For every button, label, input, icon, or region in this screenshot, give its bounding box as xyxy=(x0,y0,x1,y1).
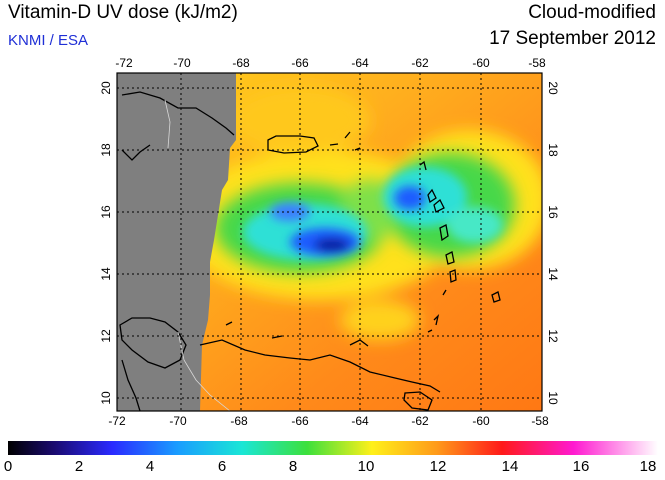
map-frame xyxy=(116,72,543,412)
lake-maracaibo-coast xyxy=(121,359,141,411)
lat-tick-label: 14 xyxy=(546,267,560,281)
credit-label: KNMI / ESA xyxy=(8,32,89,49)
lat-ticks-left: 20 18 16 14 12 10 xyxy=(99,81,113,405)
lat-tick-label: 16 xyxy=(546,205,560,219)
lon-tick-label: -58 xyxy=(531,414,549,428)
scale-label: 8 xyxy=(288,458,298,475)
dose-field xyxy=(117,73,542,411)
lat-tick-label: 10 xyxy=(99,391,113,405)
cloud-core-region xyxy=(270,186,426,256)
lat-tick-label: 12 xyxy=(99,329,113,343)
hispaniola-coast xyxy=(121,91,235,136)
lon-tick-label: -58 xyxy=(528,56,546,70)
lon-tick-label: -64 xyxy=(351,414,369,428)
lat-ticks-right: 20 18 16 14 12 10 xyxy=(546,81,560,405)
lat-tick-label: 20 xyxy=(546,81,560,95)
lon-tick-label: -60 xyxy=(472,414,490,428)
lon-tick-label: -66 xyxy=(291,414,309,428)
gulf-coast xyxy=(119,317,187,369)
trinidad-coast xyxy=(403,391,433,411)
lat-tick-label: 20 xyxy=(99,81,113,95)
guadeloupe-dominica-coast xyxy=(433,198,449,242)
scale-label: 16 xyxy=(572,458,590,475)
country-border xyxy=(177,331,231,411)
leeward-islands-coast xyxy=(419,160,437,204)
grenadines-coast xyxy=(427,289,447,333)
scale-label: 12 xyxy=(429,458,447,475)
lat-tick-label: 12 xyxy=(546,329,560,343)
borders xyxy=(164,99,231,411)
lon-tick-label: -62 xyxy=(411,414,429,428)
hispaniola-south-coast xyxy=(121,144,151,161)
scale-label: 2 xyxy=(74,458,84,475)
lon-tick-label: -60 xyxy=(472,56,490,70)
lon-tick-label: -66 xyxy=(291,56,309,70)
venezuela-coast xyxy=(199,339,441,393)
scale-label: 6 xyxy=(217,458,227,475)
no-data-region xyxy=(117,73,236,411)
lon-tick-label: -64 xyxy=(351,56,369,70)
lat-tick-label: 16 xyxy=(99,205,113,219)
haiti-dr-border xyxy=(164,99,171,149)
map-date: 17 September 2012 xyxy=(489,28,656,49)
lat-tick-label: 18 xyxy=(546,143,560,157)
lat-tick-label: 18 xyxy=(99,143,113,157)
map-title: Vitamin-D UV dose (kJ/m2) xyxy=(8,2,238,23)
scale-label: 10 xyxy=(357,458,375,475)
color-scale-bar xyxy=(8,441,658,455)
virgin-islands-coast xyxy=(329,131,361,151)
coastlines xyxy=(119,91,501,411)
lon-tick-label: -68 xyxy=(230,414,248,428)
barbados-coast xyxy=(491,291,501,303)
lat-tick-label: 10 xyxy=(546,391,560,405)
lon-tick-label: -72 xyxy=(108,414,126,428)
scale-label: 14 xyxy=(501,458,519,475)
lon-tick-label: -68 xyxy=(232,56,250,70)
lon-ticks-bottom: -72 -70 -68 -66 -64 -62 -60 -58 xyxy=(108,414,549,428)
scale-label: 4 xyxy=(145,458,155,475)
scale-label: 18 xyxy=(639,458,657,475)
lon-tick-label: -70 xyxy=(169,414,187,428)
uv-dose-map: -72 -70 -68 -66 -64 -62 -60 -58 -72 -70 … xyxy=(99,56,560,428)
color-scale-gradient xyxy=(8,441,658,455)
puerto-rico-coast xyxy=(267,135,319,154)
lon-tick-label: -72 xyxy=(115,56,133,70)
lon-tick-label: -62 xyxy=(411,56,429,70)
lon-ticks-top: -72 -70 -68 -66 -64 -62 -60 -58 xyxy=(115,56,546,70)
graticule xyxy=(117,73,542,411)
scale-label: 0 xyxy=(3,458,13,475)
lon-tick-label: -70 xyxy=(173,56,191,70)
martinique-stlucia-coast xyxy=(445,251,457,283)
lat-tick-label: 14 xyxy=(99,267,113,281)
map-subtitle: Cloud-modified xyxy=(528,2,656,23)
